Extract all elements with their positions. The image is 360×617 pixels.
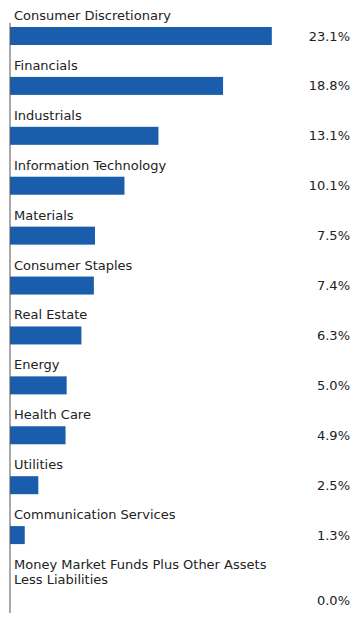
bar (10, 326, 81, 344)
value-label: 5.0% (317, 378, 350, 393)
value-label: 4.9% (317, 428, 350, 443)
category-label: Money Market Funds Plus Other AssetsLess… (14, 557, 267, 587)
bar (10, 77, 223, 95)
value-label: 18.8% (309, 78, 350, 93)
category-label: Health Care (14, 407, 91, 422)
category-label: Information Technology (14, 158, 167, 173)
bar (10, 376, 67, 394)
value-label: 10.1% (309, 178, 350, 193)
bar (10, 277, 94, 295)
value-label: 0.0% (317, 593, 350, 608)
bars (10, 27, 272, 544)
bar (10, 27, 272, 45)
bar (10, 426, 66, 444)
axis-line (10, 23, 11, 613)
category-label: Industrials (14, 108, 82, 123)
value-label: 7.5% (317, 228, 350, 243)
category-label: Energy (14, 357, 60, 372)
bar (10, 127, 158, 145)
labels: Consumer Discretionary 23.1% Financials 18.… (14, 8, 350, 608)
category-label: Financials (14, 58, 78, 73)
value-label: 6.3% (317, 328, 350, 343)
category-label: Consumer Staples (14, 258, 133, 273)
value-label: 13.1% (309, 128, 350, 143)
bar (10, 177, 124, 195)
bar (10, 526, 25, 544)
chart: Consumer Discretionary 23.1% Financials 18.… (0, 0, 360, 617)
chart-container: Consumer Discretionary 23.1% Financials 18.… (0, 0, 360, 617)
value-label: 7.4% (317, 278, 350, 293)
category-label: Communication Services (14, 507, 176, 522)
value-label: 2.5% (317, 478, 350, 493)
value-label: 1.3% (317, 528, 350, 543)
bar (10, 227, 95, 245)
value-label: 23.1% (309, 29, 350, 44)
category-label: Utilities (14, 457, 63, 472)
category-label: Materials (14, 208, 74, 223)
category-label: Real Estate (14, 307, 87, 322)
bar (10, 476, 38, 494)
category-label: Consumer Discretionary (14, 8, 171, 23)
